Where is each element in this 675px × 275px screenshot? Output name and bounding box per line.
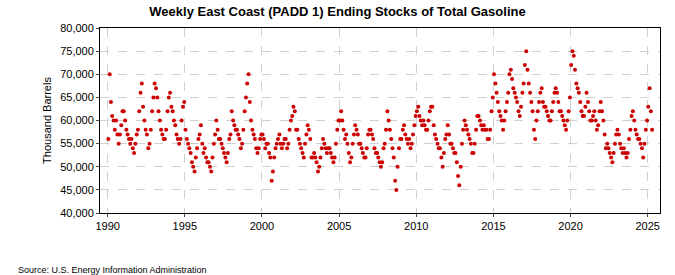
svg-text:75,000: 75,000 — [60, 45, 94, 57]
svg-text:65,000: 65,000 — [60, 91, 94, 103]
svg-text:2025: 2025 — [635, 220, 659, 232]
svg-text:2000: 2000 — [250, 220, 274, 232]
svg-text:45,000: 45,000 — [60, 184, 94, 196]
svg-text:80,000: 80,000 — [60, 22, 94, 34]
svg-text:Thousand Barrels: Thousand Barrels — [41, 77, 53, 164]
svg-text:2005: 2005 — [327, 220, 351, 232]
svg-text:2015: 2015 — [481, 220, 505, 232]
svg-text:70,000: 70,000 — [60, 68, 94, 80]
svg-text:2020: 2020 — [558, 220, 582, 232]
svg-text:1990: 1990 — [95, 220, 119, 232]
svg-text:2010: 2010 — [404, 220, 428, 232]
svg-text:Weekly East Coast (PADD 1) End: Weekly East Coast (PADD 1) Ending Stocks… — [149, 4, 525, 19]
svg-text:1995: 1995 — [173, 220, 197, 232]
svg-text:Source: U.S. Energy Informatio: Source: U.S. Energy Information Administ… — [18, 265, 207, 275]
svg-text:50,000: 50,000 — [60, 161, 94, 173]
svg-text:60,000: 60,000 — [60, 114, 94, 126]
svg-text:55,000: 55,000 — [60, 137, 94, 149]
svg-text:40,000: 40,000 — [60, 207, 94, 219]
